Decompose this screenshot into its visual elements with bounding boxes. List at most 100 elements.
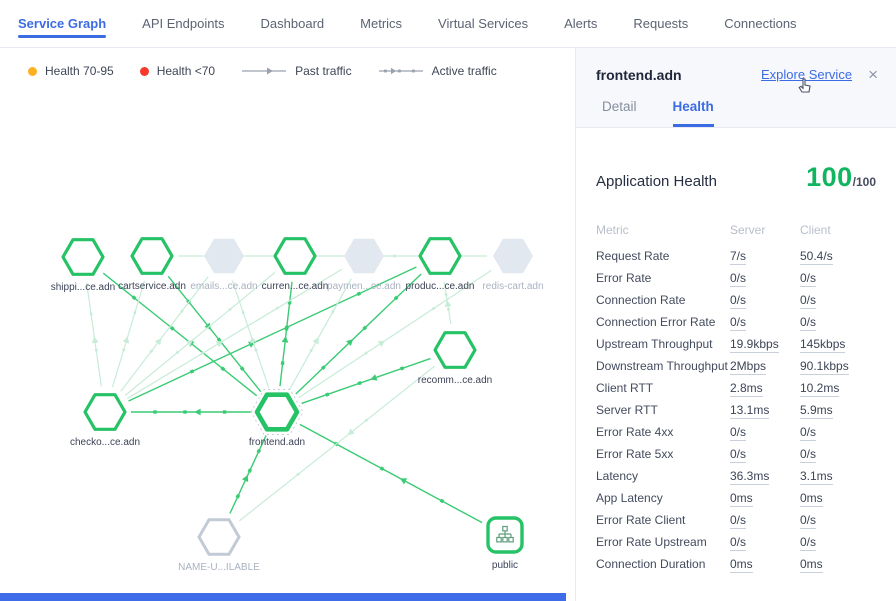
main-area: Health 70-95 Health <70 Past traffic Active… xyxy=(0,48,896,601)
health-score: 100 /100 xyxy=(806,162,876,193)
nav-tab-alerts[interactable]: Alerts xyxy=(564,16,598,31)
nav-tab-connections[interactable]: Connections xyxy=(724,16,797,31)
service-graph-canvas[interactable]: shippi...ce.adn cartservice.adn emails...c… xyxy=(0,48,575,601)
metric-row: App Latency 0ms 0ms xyxy=(596,491,876,507)
metric-client-value[interactable]: 0/s xyxy=(800,271,817,287)
graph-node-shipping[interactable]: shippi...ce.adn xyxy=(51,238,116,293)
metric-server-value[interactable]: 2.8ms xyxy=(730,381,763,397)
node-label-redis: redis-cart.adn xyxy=(482,281,543,292)
col-server: Server xyxy=(730,223,766,237)
metric-client-value[interactable]: 50.4/s xyxy=(800,249,833,265)
panel-tab-detail[interactable]: Detail xyxy=(602,99,637,114)
metric-client-value[interactable]: 10.2ms xyxy=(800,381,840,397)
metric-client-value[interactable]: 0/s xyxy=(800,425,817,441)
metric-row: Error Rate Client 0/s 0/s xyxy=(596,513,876,529)
nav-tab-requests[interactable]: Requests xyxy=(633,16,689,31)
metric-row: Error Rate 0/s 0/s xyxy=(596,271,876,287)
nav-tab-api-endpoints[interactable]: API Endpoints xyxy=(142,16,225,31)
metric-client-value[interactable]: 0ms xyxy=(800,557,823,573)
traffic-particle xyxy=(149,349,154,354)
graph-node-currency[interactable]: curren...ce.adn xyxy=(262,237,329,292)
metric-server-value[interactable]: 0/s xyxy=(730,293,747,309)
edge-arrow-icon xyxy=(346,339,354,347)
metric-server-value[interactable]: 7/s xyxy=(730,249,747,265)
selected-service-title: frontend.adn xyxy=(596,66,682,83)
graph-node-nameunavailable[interactable]: NAME-U...ILABLE xyxy=(178,518,260,573)
graph-node-payment[interactable]: paymen...ce.adn xyxy=(327,238,401,292)
metric-row: Error Rate 5xx 0/s 0/s xyxy=(596,447,876,463)
traffic-particle xyxy=(131,295,137,301)
traffic-particle xyxy=(256,448,262,454)
metric-client-value[interactable]: 0/s xyxy=(800,535,817,551)
metric-server-value[interactable]: 2Mbps xyxy=(730,359,767,375)
edge-checkout-emails xyxy=(120,276,209,392)
traffic-particle xyxy=(379,466,385,471)
traffic-particle xyxy=(180,309,184,313)
node-label-payment: paymen...ce.adn xyxy=(327,281,401,292)
graph-node-public[interactable]: public xyxy=(486,516,524,571)
legend-label: Past traffic xyxy=(295,64,352,78)
metric-name: Error Rate 5xx xyxy=(596,447,674,461)
explore-service-link[interactable]: Explore Service xyxy=(761,67,853,82)
edge-arrow-icon xyxy=(444,300,452,307)
traffic-particle xyxy=(94,348,98,352)
edge-arrow-icon xyxy=(281,335,289,343)
metric-client-value[interactable]: 0/s xyxy=(800,315,817,331)
nav-tab-dashboard[interactable]: Dashboard xyxy=(260,16,325,31)
metric-server-value[interactable]: 13.1ms xyxy=(730,403,770,419)
horizontal-scrollbar[interactable] xyxy=(0,593,566,601)
edge-public-frontend xyxy=(299,423,483,524)
panel-tab-health[interactable]: Health xyxy=(672,99,714,127)
graph-node-emails[interactable]: emails...ce.adn xyxy=(190,238,258,292)
metric-row: Request Rate 7/s 50.4/s xyxy=(596,249,876,265)
metric-server-value[interactable]: 19.9kbps xyxy=(730,337,779,353)
nav-tab-metrics[interactable]: Metrics xyxy=(360,16,403,31)
traffic-particle xyxy=(175,350,180,355)
node-label-currency: curren...ce.adn xyxy=(262,281,329,292)
graph-node-checkout[interactable]: checko...ce.adn xyxy=(70,393,140,448)
metric-name: Request Rate xyxy=(596,249,670,263)
metric-table: Request Rate 7/s 50.4/s Error Rate 0/s 0/s Con… xyxy=(596,249,876,573)
graph-node-recommendation[interactable]: recomm...ce.adn xyxy=(418,331,492,386)
metric-client-value[interactable]: 5.9ms xyxy=(800,403,833,419)
graph-node-cartservice[interactable]: cartservice.adn xyxy=(118,237,186,292)
edge-arrow-icon xyxy=(194,408,201,416)
edge-arrow-icon xyxy=(250,336,257,344)
metric-name: Error Rate xyxy=(596,271,652,285)
metric-server-value[interactable]: 0/s xyxy=(730,447,747,463)
metric-server-value[interactable]: 0ms xyxy=(730,491,753,507)
legend-dot-icon xyxy=(139,66,149,76)
nav-tab-service-graph[interactable]: Service Graph xyxy=(18,0,107,47)
traffic-particle xyxy=(280,361,285,366)
edge-arrow-icon xyxy=(204,322,212,330)
metric-client-value[interactable]: 0/s xyxy=(800,513,817,529)
traffic-particle xyxy=(220,366,226,372)
legend-item: Past traffic xyxy=(241,64,352,78)
traffic-particle xyxy=(153,410,157,414)
edge-checkout-products xyxy=(128,266,417,402)
traffic-particle xyxy=(362,325,368,331)
traffic-particle xyxy=(356,291,362,297)
metric-server-value[interactable]: 0/s xyxy=(730,315,747,331)
edge-frontend-shipping xyxy=(102,272,258,397)
metric-client-value[interactable]: 0/s xyxy=(800,447,817,463)
traffic-particle xyxy=(247,468,253,473)
metric-server-value[interactable]: 0ms xyxy=(730,557,753,573)
metric-client-value[interactable]: 3.1ms xyxy=(800,469,833,485)
graph-node-products[interactable]: produc...ce.adn xyxy=(406,237,475,292)
metric-server-value[interactable]: 0/s xyxy=(730,513,747,529)
close-icon[interactable]: × xyxy=(868,65,878,84)
metric-server-value[interactable]: 0/s xyxy=(730,425,747,441)
nav-tab-virtual-services[interactable]: Virtual Services xyxy=(438,16,529,31)
graph-node-frontend[interactable]: frontend.adn xyxy=(249,389,305,449)
metric-server-value[interactable]: 0/s xyxy=(730,271,747,287)
edge-arrow-icon xyxy=(377,340,385,348)
graph-node-redis[interactable]: redis-cart.adn xyxy=(482,238,544,292)
metric-client-value[interactable]: 0ms xyxy=(800,491,823,507)
traffic-particle xyxy=(325,392,330,397)
metric-server-value[interactable]: 0/s xyxy=(730,535,747,551)
metric-client-value[interactable]: 145kbps xyxy=(800,337,846,353)
metric-client-value[interactable]: 0/s xyxy=(800,293,817,309)
metric-server-value[interactable]: 36.3ms xyxy=(730,469,770,485)
metric-client-value[interactable]: 90.1kbps xyxy=(800,359,849,375)
